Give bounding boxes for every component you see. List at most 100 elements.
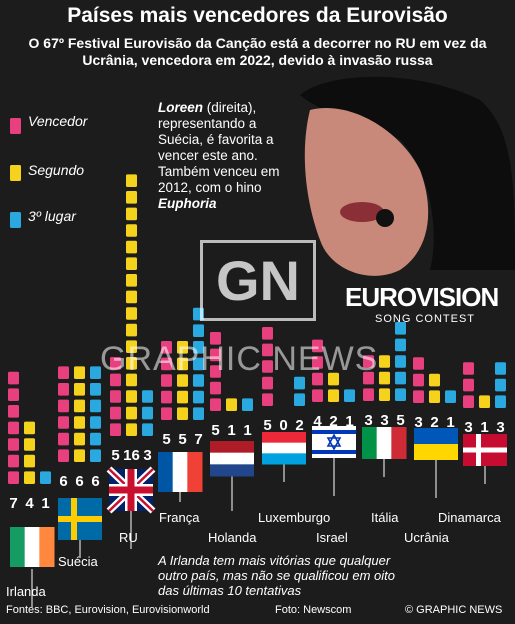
bar-dinamarca-third-3 [495, 362, 506, 375]
value-ru-2: 3 [143, 447, 151, 464]
bar-luxemburgo-winner-4 [262, 343, 273, 357]
bar-irlanda-winner-4 [8, 421, 19, 435]
logo-word: EUROVISION [345, 282, 499, 312]
value-franca-2: 7 [194, 431, 202, 448]
country-israel: Israel [316, 530, 348, 545]
bar-ru-second-13 [126, 224, 137, 237]
bar-italia-third-2 [395, 371, 406, 385]
value-israel-2: 1 [345, 413, 353, 430]
value-israel-0: 4 [313, 413, 322, 430]
bar-suecia-winner-3 [58, 416, 69, 429]
bar-franca-second-4 [177, 357, 188, 371]
bar-ru-second-16 [126, 174, 137, 187]
bar-franca-winner-2 [161, 390, 172, 404]
value-franca-1: 5 [178, 431, 186, 448]
country-franca: França [159, 510, 200, 525]
bar-israel-second-1 [328, 389, 339, 402]
bar-irlanda-winner-2 [8, 454, 19, 468]
flag-suecia [58, 498, 102, 540]
bar-italia-third-5 [395, 322, 406, 335]
bar-israel-winner-4 [312, 339, 323, 353]
flag-dinamarca [463, 434, 507, 466]
bar-franca-third-5 [193, 341, 204, 354]
value-italia-2: 5 [396, 412, 404, 429]
value-irlanda-1: 4 [25, 495, 34, 512]
bar-franca-winner-3 [161, 374, 172, 387]
value-suecia-0: 6 [59, 473, 67, 490]
page-title: Países mais vencedores da Eurovisão [67, 4, 448, 27]
bar-luxemburgo-winner-5 [262, 327, 273, 340]
legend-third: 3º lugar [28, 208, 76, 224]
bar-ru-second-3 [126, 390, 137, 403]
bar-ucrania-winner-1 [413, 390, 424, 403]
value-franca-0: 5 [162, 431, 170, 448]
value-irlanda-0: 7 [9, 495, 17, 512]
flag-irlanda [10, 527, 55, 567]
value-holanda-0: 5 [211, 422, 219, 439]
bar-franca-winner-4 [161, 357, 172, 371]
value-holanda-2: 1 [243, 422, 251, 439]
bar-italia-winner-1 [363, 388, 374, 401]
bar-ru-winner-4 [110, 373, 121, 387]
value-luxemburgo-2: 2 [295, 417, 303, 434]
bar-irlanda-winner-6 [8, 388, 19, 401]
bar-ru-second-14 [126, 207, 137, 221]
bar-luxemburgo-third-2 [294, 376, 305, 390]
country-ucrania: Ucrânia [404, 530, 449, 545]
value-dinamarca-1: 1 [480, 419, 488, 436]
note-text: (direita), representando a Suécia, é fav… [158, 100, 280, 195]
bar-franca-second-2 [177, 390, 188, 404]
value-italia-0: 3 [364, 412, 372, 429]
bar-ucrania-third-1 [445, 390, 456, 403]
bar-suecia-third-6 [90, 366, 101, 379]
bar-italia-second-1 [379, 388, 390, 401]
eurovision-logo: EUROVISION SONG CONTEST [345, 282, 505, 325]
logo-subtitle: SONG CONTEST [375, 313, 476, 325]
bar-israel-winner-3 [312, 356, 323, 369]
singer-photo [300, 76, 515, 276]
bar-holanda-third-1 [242, 398, 253, 411]
bar-irlanda-second-3 [24, 438, 35, 451]
value-suecia-1: 6 [75, 473, 83, 490]
bar-dinamarca-winner-2 [463, 378, 474, 392]
bar-suecia-second-3 [74, 416, 85, 429]
value-dinamarca-0: 3 [464, 419, 472, 436]
bar-holanda-second-1 [226, 398, 237, 411]
bar-suecia-third-2 [90, 432, 101, 446]
bar-ru-second-11 [126, 257, 137, 270]
bar-franca-second-5 [177, 341, 188, 354]
flag-luxemburgo [262, 432, 306, 465]
bar-ru-second-10 [126, 274, 137, 287]
legend-second: Segundo [28, 162, 85, 178]
bar-holanda-winner-4 [210, 348, 221, 362]
legend-swatch-2 [10, 212, 21, 228]
bar-israel-third-1 [344, 389, 355, 402]
value-dinamarca-2: 3 [496, 419, 504, 436]
value-luxemburgo-0: 5 [263, 417, 271, 434]
bar-suecia-third-5 [90, 383, 101, 396]
flag-italia [362, 427, 407, 459]
bar-franca-third-6 [193, 324, 204, 337]
value-irlanda-2: 1 [41, 495, 49, 512]
bar-franca-winner-5 [161, 341, 172, 354]
bar-suecia-second-2 [74, 432, 85, 446]
bar-franca-third-2 [193, 390, 204, 404]
bar-ucrania-winner-3 [413, 357, 424, 370]
flag-ucrania [414, 428, 458, 460]
bar-ru-second-2 [126, 406, 137, 420]
country-ru: RU [119, 530, 138, 545]
bar-suecia-third-3 [90, 416, 101, 429]
value-ucrania-0: 3 [414, 414, 422, 431]
bar-italia-winner-3 [363, 355, 374, 368]
bar-irlanda-second-2 [24, 454, 35, 468]
country-suecia: Suécia [58, 554, 98, 569]
bar-suecia-winner-5 [58, 383, 69, 396]
country-luxemburgo: Luxemburgo [258, 510, 331, 525]
bar-irlanda-second-4 [24, 421, 35, 435]
bar-dinamarca-second-1 [479, 395, 490, 408]
bar-ucrania-second-2 [429, 373, 440, 387]
bar-luxemburgo-winner-1 [262, 393, 273, 406]
value-suecia-2: 6 [91, 473, 99, 490]
bar-luxemburgo-third-1 [294, 393, 305, 406]
